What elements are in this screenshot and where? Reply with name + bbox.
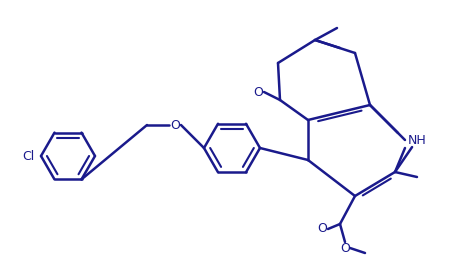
Text: NH: NH: [408, 133, 427, 147]
Text: O: O: [253, 85, 263, 98]
Text: O: O: [317, 222, 327, 235]
Text: O: O: [170, 119, 180, 132]
Text: O: O: [340, 241, 350, 255]
Text: Cl: Cl: [22, 149, 34, 162]
